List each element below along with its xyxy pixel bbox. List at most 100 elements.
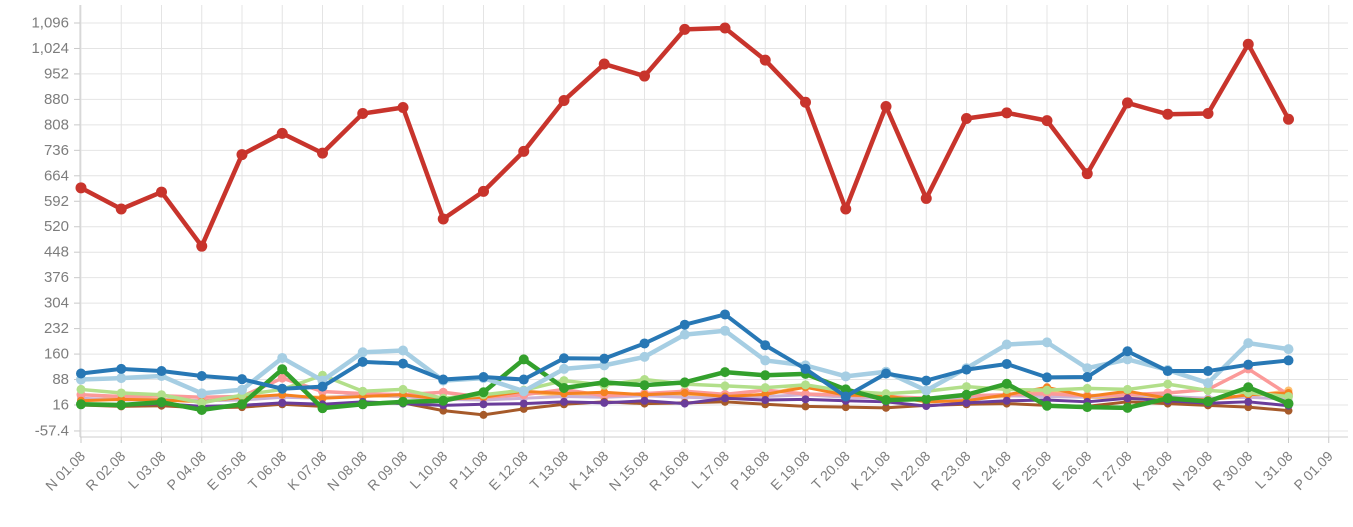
data-point-red[interactable] bbox=[1081, 168, 1093, 180]
data-point-brown[interactable] bbox=[801, 402, 810, 411]
data-point-light-green[interactable] bbox=[358, 386, 368, 396]
data-point-red[interactable] bbox=[1162, 108, 1174, 120]
data-point-purple[interactable] bbox=[1123, 394, 1132, 403]
data-point-light-blue[interactable] bbox=[357, 347, 368, 358]
data-point-orange[interactable] bbox=[640, 390, 649, 399]
data-point-purple[interactable] bbox=[600, 398, 609, 407]
data-point-light-blue[interactable] bbox=[116, 373, 127, 384]
data-point-light-green[interactable] bbox=[760, 383, 770, 393]
data-point-green[interactable] bbox=[1001, 378, 1012, 389]
data-point-light-green[interactable] bbox=[1082, 383, 1092, 393]
data-point-blue[interactable] bbox=[720, 309, 730, 320]
data-point-blue[interactable] bbox=[679, 319, 690, 330]
data-point-orange[interactable] bbox=[318, 394, 327, 403]
data-point-green[interactable] bbox=[1283, 398, 1294, 409]
data-point-red[interactable] bbox=[115, 203, 127, 215]
data-point-blue[interactable] bbox=[518, 374, 529, 385]
data-point-red[interactable] bbox=[558, 94, 570, 106]
data-point-blue[interactable] bbox=[478, 372, 489, 383]
data-point-red[interactable] bbox=[317, 147, 328, 159]
data-point-green[interactable] bbox=[1082, 402, 1093, 413]
data-point-green[interactable] bbox=[116, 399, 127, 410]
data-point-green[interactable] bbox=[720, 367, 730, 378]
data-point-light-blue[interactable] bbox=[398, 345, 408, 356]
data-point-light-blue[interactable] bbox=[1082, 363, 1093, 374]
data-point-green[interactable] bbox=[317, 403, 328, 414]
data-point-red[interactable] bbox=[1202, 108, 1214, 120]
data-point-light-blue[interactable] bbox=[277, 352, 288, 363]
data-point-blue[interactable] bbox=[1283, 355, 1294, 366]
data-point-red[interactable] bbox=[679, 23, 691, 35]
data-point-blue[interactable] bbox=[1122, 346, 1133, 357]
data-point-light-blue[interactable] bbox=[237, 384, 247, 395]
data-point-blue[interactable] bbox=[398, 358, 408, 369]
data-point-green[interactable] bbox=[1203, 396, 1213, 407]
data-point-light-blue[interactable] bbox=[1122, 354, 1133, 365]
data-point-red[interactable] bbox=[800, 96, 811, 108]
data-point-brown[interactable] bbox=[882, 403, 890, 412]
data-point-green[interactable] bbox=[921, 393, 932, 404]
data-point-blue[interactable] bbox=[196, 370, 207, 381]
data-point-light-blue[interactable] bbox=[1283, 344, 1294, 355]
data-point-blue[interactable] bbox=[840, 391, 851, 402]
data-point-blue[interactable] bbox=[1162, 366, 1173, 377]
data-point-red[interactable] bbox=[880, 100, 892, 112]
data-point-red[interactable] bbox=[1242, 38, 1254, 50]
data-point-light-blue[interactable] bbox=[518, 386, 529, 397]
data-point-light-blue[interactable] bbox=[1243, 338, 1254, 349]
data-point-light-blue[interactable] bbox=[679, 329, 690, 340]
data-point-green[interactable] bbox=[679, 377, 690, 388]
data-point-orange[interactable] bbox=[680, 388, 689, 397]
data-point-green[interactable] bbox=[196, 404, 207, 415]
data-point-purple[interactable] bbox=[1244, 397, 1253, 406]
data-point-light-green[interactable] bbox=[1203, 385, 1213, 395]
data-point-light-blue[interactable] bbox=[1042, 337, 1052, 348]
data-point-light-blue[interactable] bbox=[1203, 378, 1213, 389]
data-point-blue[interactable] bbox=[237, 374, 247, 385]
data-point-purple[interactable] bbox=[278, 398, 287, 407]
data-point-green[interactable] bbox=[398, 396, 408, 407]
data-point-green[interactable] bbox=[156, 397, 167, 408]
data-point-red[interactable] bbox=[961, 112, 972, 124]
data-point-light-green[interactable] bbox=[116, 388, 126, 398]
data-point-green[interactable] bbox=[1122, 402, 1133, 413]
data-point-orange[interactable] bbox=[761, 390, 770, 399]
data-point-blue[interactable] bbox=[1203, 366, 1213, 377]
data-point-blue[interactable] bbox=[599, 353, 610, 364]
data-point-light-blue[interactable] bbox=[840, 371, 851, 382]
data-point-purple[interactable] bbox=[801, 395, 810, 404]
data-point-green[interactable] bbox=[840, 384, 851, 395]
data-point-green[interactable] bbox=[438, 395, 449, 406]
data-point-green[interactable] bbox=[478, 387, 489, 398]
data-point-light-green[interactable] bbox=[720, 381, 730, 391]
data-point-red[interactable] bbox=[1001, 107, 1013, 119]
data-point-blue[interactable] bbox=[559, 353, 569, 364]
data-point-purple[interactable] bbox=[640, 396, 649, 405]
data-point-purple[interactable] bbox=[962, 398, 971, 407]
data-point-blue[interactable] bbox=[961, 364, 972, 375]
data-point-purple[interactable] bbox=[519, 399, 528, 408]
data-point-light-green[interactable] bbox=[157, 390, 166, 400]
data-point-red[interactable] bbox=[920, 192, 932, 204]
data-point-light-blue[interactable] bbox=[921, 385, 932, 396]
data-point-blue[interactable] bbox=[1082, 372, 1093, 383]
data-point-light-blue[interactable] bbox=[196, 388, 207, 399]
data-point-red[interactable] bbox=[1122, 97, 1133, 109]
data-point-red[interactable] bbox=[478, 185, 489, 197]
data-point-light-blue[interactable] bbox=[1001, 339, 1012, 350]
data-point-red[interactable] bbox=[196, 240, 208, 252]
data-point-red[interactable] bbox=[156, 186, 167, 198]
data-point-green[interactable] bbox=[237, 399, 247, 410]
data-point-light-blue[interactable] bbox=[559, 363, 569, 374]
data-point-green[interactable] bbox=[357, 399, 368, 410]
data-point-blue[interactable] bbox=[76, 368, 86, 379]
data-point-blue[interactable] bbox=[156, 366, 167, 377]
data-point-purple[interactable] bbox=[1002, 396, 1011, 405]
data-point-red[interactable] bbox=[639, 70, 650, 82]
data-point-blue[interactable] bbox=[357, 356, 368, 367]
data-point-blue[interactable] bbox=[1042, 372, 1052, 383]
data-point-green[interactable] bbox=[881, 395, 891, 406]
data-point-red[interactable] bbox=[840, 203, 852, 215]
data-point-red[interactable] bbox=[236, 149, 248, 161]
data-point-green[interactable] bbox=[1162, 393, 1173, 404]
